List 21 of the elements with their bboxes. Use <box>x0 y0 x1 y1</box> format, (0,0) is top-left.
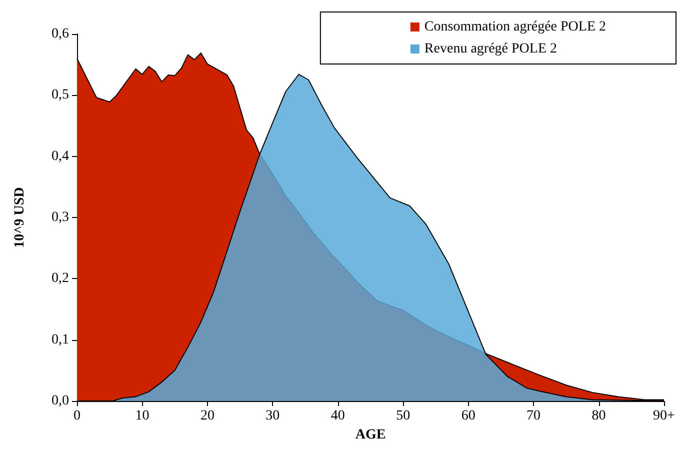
x-tick-label: 0 <box>74 408 80 424</box>
y-tick-label: 0,3 <box>52 210 69 225</box>
y-tick-label: 0,4 <box>52 148 69 164</box>
x-axis-title: AGE <box>355 427 386 442</box>
y-tick-label: 0,0 <box>52 394 69 408</box>
y-axis-title: 10^9 USD <box>12 187 28 248</box>
y-tick-label: 0,1 <box>52 332 69 348</box>
x-tick-label: 40 <box>330 408 345 424</box>
x-tick-label: 30 <box>266 408 280 424</box>
x-tick-label: 10 <box>135 408 150 424</box>
x-tick-label: 50 <box>396 408 410 424</box>
x-tick-label: 80 <box>592 408 606 424</box>
y-tick-label: 0,5 <box>52 88 69 103</box>
x-tick-label: 60 <box>461 408 476 424</box>
y-tick-label: 0,2 <box>52 271 69 286</box>
x-tick-label: 70 <box>526 408 541 424</box>
legend-label: Consommation agrégée POLE 2 <box>424 20 606 34</box>
x-tick-label: 90+ <box>653 408 676 424</box>
legend-label: Revenu agrégé POLE 2 <box>424 42 557 56</box>
y-tick-label: 0,6 <box>52 26 69 42</box>
x-tick-label: 20 <box>200 408 214 424</box>
